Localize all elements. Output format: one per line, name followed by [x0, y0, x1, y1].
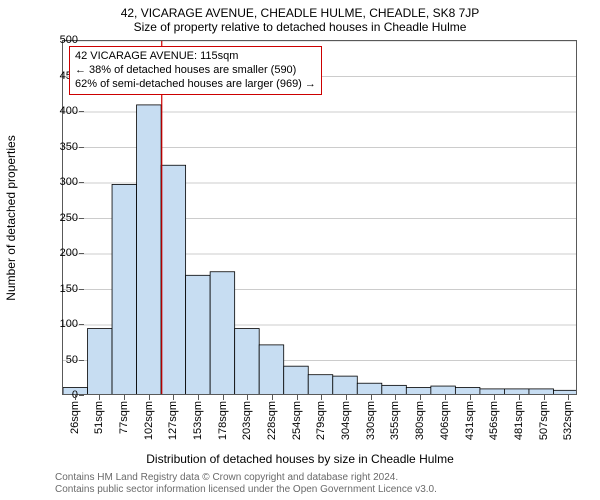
title-line-2: Size of property relative to detached ho…	[0, 20, 600, 34]
bar	[112, 184, 137, 395]
x-tick-label: 254sqm	[291, 401, 303, 440]
bar	[161, 165, 186, 395]
x-tick-label: 102sqm	[143, 401, 155, 440]
y-tick-label: 200	[38, 247, 78, 259]
bar	[186, 275, 211, 395]
x-axis-title: Distribution of detached houses by size …	[0, 452, 600, 466]
x-tick-label: 228sqm	[266, 401, 278, 440]
bar	[504, 389, 529, 395]
bar	[308, 375, 333, 395]
x-tick-label: 481sqm	[513, 401, 525, 440]
y-tick-label: 0	[38, 389, 78, 401]
x-tick-label: 77sqm	[118, 401, 130, 434]
y-tick-label: 400	[38, 105, 78, 117]
chart-container: 42, VICARAGE AVENUE, CHEADLE HULME, CHEA…	[0, 0, 600, 500]
bar	[553, 390, 577, 395]
y-tick-label: 350	[38, 141, 78, 153]
x-tick-label: 26sqm	[69, 401, 81, 434]
annotation-line-3: 62% of semi-detached houses are larger (…	[75, 77, 316, 91]
x-tick-label: 406sqm	[439, 401, 451, 440]
x-tick-label: 355sqm	[389, 401, 401, 440]
y-tick-label: 250	[38, 212, 78, 224]
y-tick-label: 300	[38, 176, 78, 188]
bar	[455, 387, 480, 395]
bar	[333, 376, 358, 395]
footer-line-2: Contains public sector information licen…	[55, 484, 590, 496]
x-tick-label: 431sqm	[464, 401, 476, 440]
y-tick-label: 500	[38, 34, 78, 46]
bar	[431, 386, 456, 395]
x-tick-label: 203sqm	[241, 401, 253, 440]
y-tick-label: 150	[38, 283, 78, 295]
x-tick-label: 380sqm	[414, 401, 426, 440]
bar	[382, 385, 407, 395]
x-tick-label: 153sqm	[192, 401, 204, 440]
annotation-line-1: 42 VICARAGE AVENUE: 115sqm	[75, 49, 316, 63]
x-tick-label: 507sqm	[538, 401, 550, 440]
y-tick-label: 100	[38, 318, 78, 330]
title-block: 42, VICARAGE AVENUE, CHEADLE HULME, CHEA…	[0, 0, 600, 35]
bar	[284, 366, 309, 395]
footer: Contains HM Land Registry data © Crown c…	[55, 472, 590, 496]
annotation-line-2: ← 38% of detached houses are smaller (59…	[75, 63, 316, 77]
x-tick-label: 456sqm	[488, 401, 500, 440]
bar	[406, 387, 431, 395]
bar	[210, 272, 235, 395]
x-tick-label: 178sqm	[217, 401, 229, 440]
x-tick-label: 532sqm	[562, 401, 574, 440]
bar	[357, 383, 382, 395]
x-tick-label: 279sqm	[315, 401, 327, 440]
bar	[137, 105, 162, 395]
bar	[259, 345, 284, 395]
x-tick-label: 330sqm	[365, 401, 377, 440]
y-tick-label: 50	[38, 354, 78, 366]
annotation-box: 42 VICARAGE AVENUE: 115sqm ← 38% of deta…	[69, 46, 322, 95]
title-line-1: 42, VICARAGE AVENUE, CHEADLE HULME, CHEA…	[0, 6, 600, 20]
footer-line-1: Contains HM Land Registry data © Crown c…	[55, 472, 590, 484]
y-axis-title: Number of detached properties	[4, 135, 18, 300]
x-tick-label: 127sqm	[167, 401, 179, 440]
bar	[480, 389, 505, 395]
x-tick-label: 304sqm	[340, 401, 352, 440]
x-tick-label: 51sqm	[93, 401, 105, 434]
bar	[235, 329, 260, 395]
bar	[529, 389, 554, 395]
bar	[88, 329, 113, 395]
